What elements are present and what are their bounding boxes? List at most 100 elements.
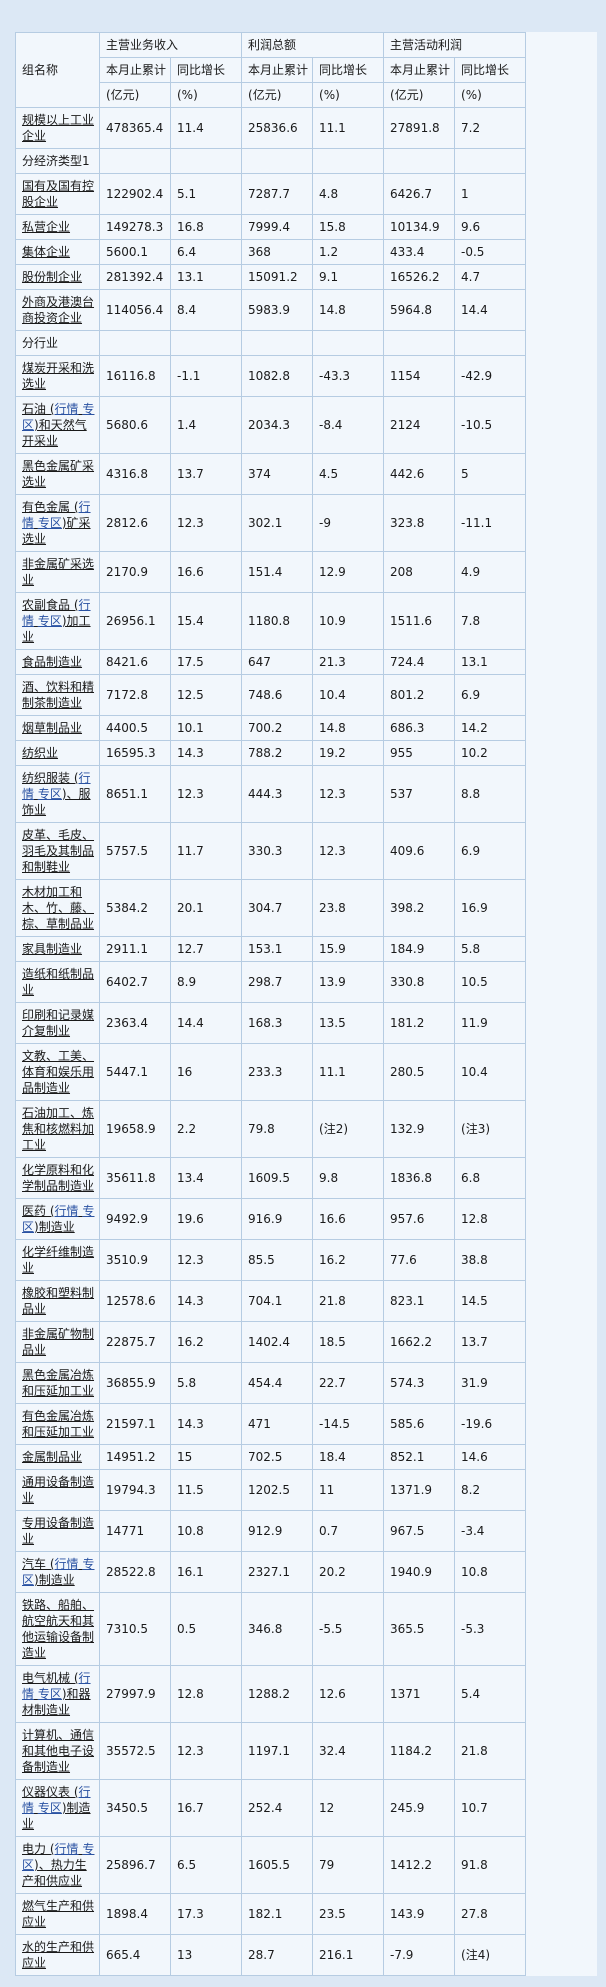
market-quote-link[interactable]: 行情 [22, 500, 91, 530]
industry-row: 文教、工美、体育和娱乐用品制造业 5447.1 16 233.3 11.1 280.5 10… [15, 1043, 597, 1101]
industry-link[interactable]: 外商及港澳台商投资企业 [22, 295, 94, 325]
industry-link[interactable]: 水的生产和供应业 [22, 1940, 94, 1970]
market-quote-link[interactable]: 专区 [37, 516, 62, 530]
industry-link[interactable]: 纺织服装 (行情 专区)、服饰业 [22, 771, 91, 817]
market-quote-link[interactable]: 行情 [54, 1204, 79, 1218]
industry-link[interactable]: 石油 (行情 专区)和天然气开采业 [22, 402, 94, 448]
industry-row: 石油加工、炼焦和核燃料加工业 19658.9 2.2 79.8 (注2) 132.9 (注3… [15, 1100, 597, 1158]
market-quote-link[interactable]: 行情 [22, 598, 91, 628]
industry-link[interactable]: 皮革、毛皮、羽毛及其制品和制鞋业 [22, 828, 94, 874]
market-quote-link[interactable]: 专区 [22, 402, 95, 432]
unit-header-row: (亿元) (%) (亿元) (%) (亿元) (%) [16, 82, 597, 108]
industry-name-text: 专用设备制造业 [22, 1516, 95, 1546]
market-quote-link[interactable]: 行情 [54, 1842, 79, 1856]
value-cell: 2812.6 [99, 494, 171, 552]
industry-link[interactable]: 橡胶和塑料制品业 [22, 1286, 94, 1316]
industry-link[interactable]: 规模以上工业企业 [22, 113, 94, 143]
value-cell: 132.9 [383, 1100, 456, 1158]
value-cell: 1154 [383, 355, 456, 397]
industry-name-cell: 水的生产和供应业 [15, 1934, 100, 1976]
unit-yuan: (亿元) [99, 82, 171, 108]
industry-link[interactable]: 烟草制品业 [22, 721, 82, 735]
market-quote-link[interactable]: 行情 [22, 1671, 91, 1701]
industry-name-cell: 烟草制品业 [15, 715, 100, 741]
value-cell: -0.5 [454, 239, 527, 265]
industry-link[interactable]: 有色金属 (行情 专区)矿采选业 [22, 500, 91, 546]
value-cell: 6.9 [454, 674, 527, 716]
value-cell: 323.8 [383, 494, 456, 552]
industry-row: 专用设备制造业 14771 10.8 912.9 0.7 967.5 -3.4 [15, 1510, 597, 1552]
market-quote-link[interactable]: 专区 [37, 1801, 62, 1815]
industry-link[interactable]: 计算机、通信和其他电子设备制造业 [22, 1728, 94, 1774]
value-cell: 14.4 [169, 1002, 243, 1044]
industry-link[interactable]: 通用设备制造业 [22, 1475, 94, 1505]
value-cell: 13.1 [169, 264, 243, 290]
industry-link[interactable]: 金属制品业 [22, 1450, 82, 1464]
market-quote-link[interactable]: 专区 [37, 1687, 62, 1701]
industry-link[interactable]: 文教、工美、体育和娱乐用品制造业 [22, 1049, 94, 1095]
industry-name-cell: 电力 (行情 专区)、热力生产和供应业 [15, 1836, 100, 1894]
industry-link[interactable]: 专用设备制造业 [22, 1516, 94, 1546]
industry-row: 金属制品业 14951.2 15 702.5 18.4 852.1 14.6 [15, 1444, 597, 1470]
industry-link[interactable]: 纺织业 [22, 746, 58, 760]
value-cell: 14.2 [454, 715, 527, 741]
industry-link[interactable]: 仪器仪表 (行情 专区)制造业 [22, 1785, 91, 1831]
value-cell: 5600.1 [99, 239, 171, 265]
value-cell: 2034.3 [241, 396, 314, 454]
industry-link[interactable]: 化学原料和化学制品制造业 [22, 1163, 94, 1193]
market-quote-link[interactable]: 行情 [54, 402, 79, 416]
industry-link[interactable]: 黑色金属冶炼和压延加工业 [22, 1368, 94, 1398]
market-quote-link[interactable]: 专区 [22, 1204, 95, 1234]
market-quote-link[interactable]: 行情 [22, 1785, 91, 1815]
industry-link[interactable]: 家具制造业 [22, 942, 82, 956]
industry-link[interactable]: 化学纤维制造业 [22, 1245, 94, 1275]
value-cell: 298.7 [241, 961, 314, 1003]
industry-row: 化学纤维制造业 3510.9 12.3 85.5 16.2 77.6 38.8 [15, 1239, 597, 1281]
industry-link[interactable]: 集体企业 [22, 245, 70, 259]
market-quote-link[interactable]: 专区 [22, 1557, 95, 1587]
industry-link[interactable]: 医药 (行情 专区)制造业 [22, 1204, 94, 1234]
industry-row: 集体企业 5600.1 6.4 368 1.2 433.4 -0.5 [15, 239, 597, 265]
industry-link[interactable]: 印刷和记录媒介复制业 [22, 1008, 94, 1038]
industry-link[interactable]: 电力 (行情 专区)、热力生产和供应业 [22, 1842, 94, 1888]
industry-link[interactable]: 有色金属冶炼和压延加工业 [22, 1409, 94, 1439]
market-quote-link[interactable]: 行情 [54, 1557, 79, 1571]
section-label: 分行业 [22, 336, 59, 350]
industry-link[interactable]: 非金属矿采选业 [22, 557, 94, 587]
industry-name-text: 电气机械 ( [22, 1671, 79, 1685]
industry-link[interactable]: 国有及国有控股企业 [22, 179, 94, 209]
industry-link[interactable]: 私营企业 [22, 220, 70, 234]
industry-name-cell: 分行业 [15, 330, 100, 356]
industry-link[interactable]: 铁路、船舶、航空航天和其他运输设备制造业 [22, 1598, 94, 1660]
industry-link[interactable]: 造纸和纸制品业 [22, 967, 94, 997]
industry-link[interactable]: 燃气生产和供应业 [22, 1899, 94, 1929]
sub-header-cumulative: 本月止累计 [99, 57, 171, 83]
industry-link[interactable]: 非金属矿物制品业 [22, 1327, 94, 1357]
industry-row: 电气机械 (行情 专区)和器材制造业 27997.9 12.8 1288.2 12.6 1… [15, 1665, 597, 1723]
industry-name-text: 橡胶和塑料制品业 [22, 1286, 95, 1316]
value-cell: 25836.6 [241, 107, 314, 149]
industry-row: 石油 (行情 专区)和天然气开采业 5680.6 1.4 2034.3 -8.4 2124… [15, 396, 597, 454]
industry-name-cell: 石油 (行情 专区)和天然气开采业 [15, 396, 100, 454]
market-quote-link[interactable]: 专区 [37, 787, 62, 801]
industry-link[interactable]: 煤炭开采和洗选业 [22, 361, 94, 391]
market-quote-link[interactable]: 专区 [37, 614, 62, 628]
industry-link[interactable]: 木材加工和木、竹、藤、棕、草制品业 [22, 885, 94, 931]
industry-link[interactable]: 石油加工、炼焦和核燃料加工业 [22, 1106, 94, 1152]
industry-link[interactable]: 食品制造业 [22, 655, 82, 669]
industry-link[interactable]: 电气机械 (行情 专区)和器材制造业 [22, 1671, 91, 1717]
industry-link[interactable]: 黑色金属矿采选业 [22, 459, 94, 489]
value-cell: 574.3 [383, 1362, 456, 1404]
value-cell: 0.5 [169, 1592, 243, 1666]
industry-name-cell: 木材加工和木、竹、藤、棕、草制品业 [15, 879, 100, 937]
market-quote-link[interactable]: 专区 [22, 1842, 95, 1872]
industry-link[interactable]: 农副食品 (行情 专区)加工业 [22, 598, 91, 644]
industry-link[interactable]: 酒、饮料和精制茶制造业 [22, 680, 94, 710]
industry-name-cell: 家具制造业 [15, 936, 100, 962]
industry-link[interactable]: 汽车 (行情 专区)制造业 [22, 1557, 94, 1587]
value-cell: 724.4 [383, 649, 456, 675]
industry-link[interactable]: 股份制企业 [22, 270, 82, 284]
industry-name-cell: 印刷和记录媒介复制业 [15, 1002, 100, 1044]
market-quote-link[interactable]: 行情 [22, 771, 91, 801]
value-cell: 12 [312, 1779, 385, 1837]
